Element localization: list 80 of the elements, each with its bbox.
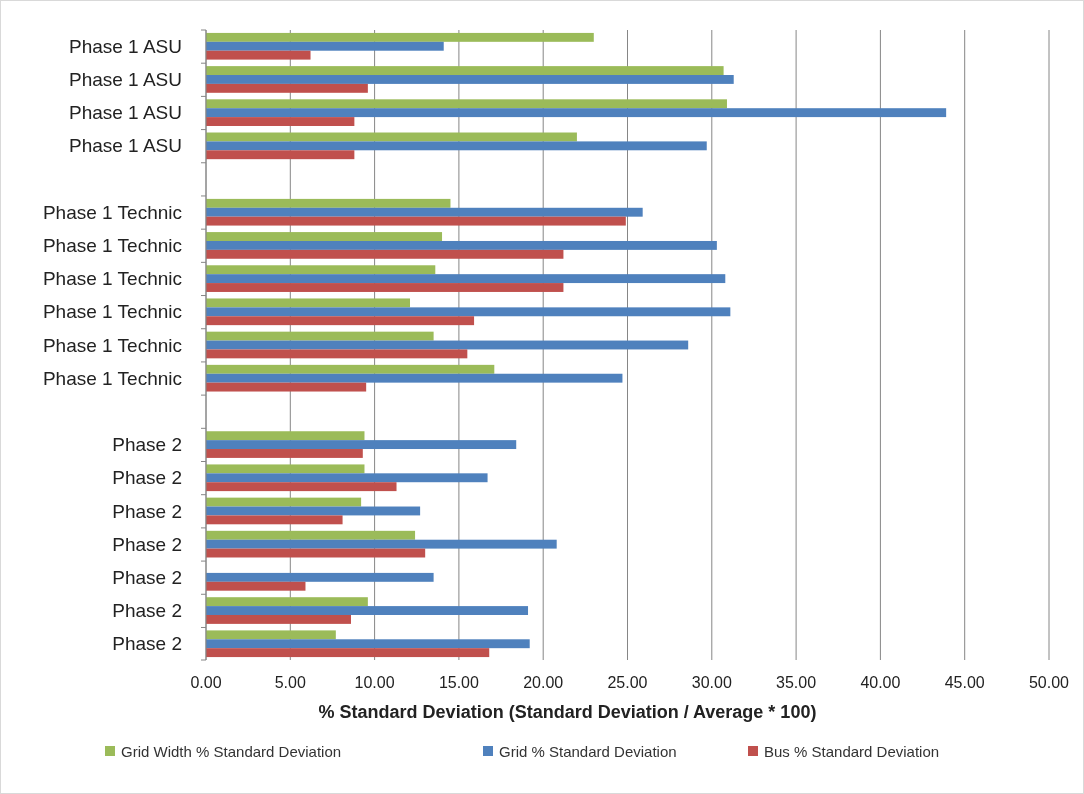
y-tick-label: Phase 2	[112, 533, 182, 555]
x-tick-label: 10.00	[354, 674, 395, 691]
bar	[206, 216, 626, 226]
bar	[206, 198, 451, 208]
bar	[206, 331, 434, 341]
bar	[206, 648, 490, 658]
bar	[206, 382, 367, 392]
bar	[206, 99, 727, 109]
y-tick-label: Phase 1 ASU	[68, 102, 182, 124]
bar	[206, 473, 488, 483]
bar	[206, 539, 557, 549]
x-tick-label: 45.00	[944, 674, 985, 691]
x-tick-label: 15.00	[438, 674, 480, 691]
bar	[206, 240, 717, 250]
bar	[206, 349, 468, 359]
bar	[206, 265, 436, 275]
bar	[206, 606, 529, 615]
legend-label: Grid % Standard Deviation	[499, 743, 677, 761]
bar	[206, 207, 643, 217]
x-tick-label: 25.00	[607, 674, 648, 691]
bar	[206, 373, 623, 383]
bar	[206, 497, 362, 507]
bar	[206, 614, 351, 624]
bar	[206, 597, 368, 607]
bar	[206, 283, 564, 292]
bar	[206, 41, 444, 51]
x-axis-title: % Standard Deviation (Standard Deviation / Average * 100)	[318, 702, 817, 722]
bar	[206, 249, 564, 259]
bar	[206, 482, 397, 492]
y-tick-label: Phase 1 Technic	[42, 201, 182, 223]
x-tick-label: 30.00	[691, 674, 732, 691]
bar	[206, 431, 365, 441]
x-tick-label: 5.00	[274, 674, 306, 691]
y-tick-label: Phase 1 Technic	[42, 367, 182, 389]
bar	[206, 316, 475, 326]
y-tick-label: Phase 2	[112, 500, 182, 522]
bar	[206, 108, 947, 118]
bar	[206, 630, 336, 640]
x-tick-label: 20.00	[523, 674, 564, 691]
bar	[206, 464, 365, 474]
bar	[206, 530, 416, 540]
bar	[206, 572, 434, 582]
y-tick-label: Phase 2	[112, 567, 182, 588]
y-tick-label: Phase 1 ASU	[68, 35, 182, 57]
bar	[206, 298, 411, 308]
bar	[206, 581, 306, 591]
bar	[206, 117, 355, 126]
x-tick-label: 50.00	[1028, 674, 1070, 691]
bar	[206, 340, 689, 350]
y-tick-label: Phase 1 Technic	[42, 268, 182, 290]
y-tick-label: Phase 2	[112, 633, 182, 655]
x-tick-label: 35.00	[776, 674, 817, 691]
legend-label: Bus % Standard Deviation	[764, 743, 940, 761]
bar	[206, 83, 368, 93]
bar	[206, 232, 443, 241]
bar	[206, 515, 343, 525]
bar	[206, 141, 707, 151]
bar	[206, 364, 495, 374]
legend-label: Grid Width % Standard Deviation	[121, 743, 342, 761]
bar	[206, 440, 517, 450]
y-tick-label: Phase 2	[112, 600, 182, 622]
bar	[206, 66, 724, 76]
bar	[206, 307, 731, 317]
bar	[206, 32, 594, 42]
y-tick-label: Phase 1 Technic	[42, 334, 182, 356]
y-tick-label: Phase 1 Technic	[42, 235, 182, 257]
y-tick-label: Phase 1 Technic	[42, 301, 182, 323]
x-tick-label: 40.00	[860, 674, 901, 691]
y-tick-label: Phase 1 ASU	[68, 69, 182, 91]
bar	[206, 150, 355, 160]
y-tick-label: Phase 1 ASU	[68, 135, 182, 157]
bar	[206, 449, 363, 458]
x-tick-label: 0.00	[190, 674, 222, 691]
y-tick-label: Phase 2	[112, 434, 182, 456]
bar	[206, 132, 577, 142]
bar	[206, 639, 530, 649]
bar	[206, 50, 311, 60]
y-tick-label: Phase 2	[112, 467, 182, 489]
bar	[206, 75, 734, 84]
bar	[206, 274, 726, 284]
